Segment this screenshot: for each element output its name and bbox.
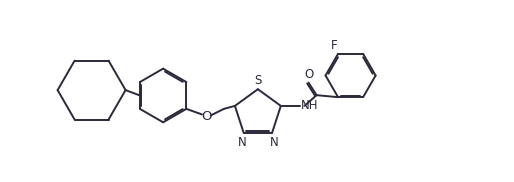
Text: S: S — [254, 74, 262, 87]
Text: O: O — [201, 110, 211, 122]
Text: NH: NH — [301, 99, 318, 112]
Text: O: O — [304, 68, 313, 81]
Text: N: N — [237, 136, 246, 149]
Text: N: N — [269, 136, 278, 149]
Text: F: F — [331, 39, 338, 52]
